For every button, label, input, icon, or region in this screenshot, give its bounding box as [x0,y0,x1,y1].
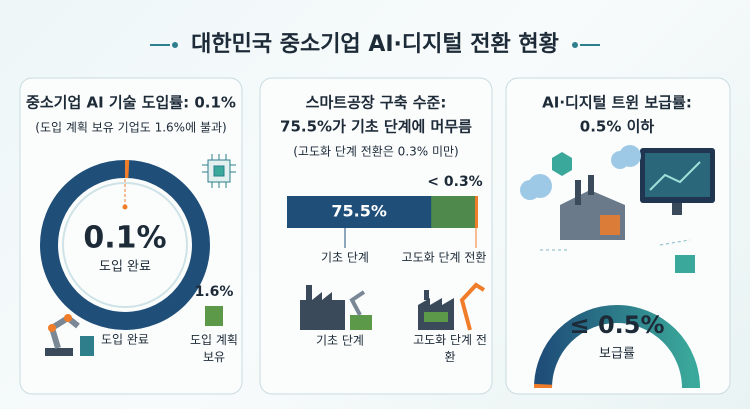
category-label: 고도화 단계 전환 [402,251,487,265]
center-value: 0.1% [83,221,166,256]
digital-twin-illustration [520,145,715,273]
value-label: < 0.3% [427,174,482,190]
gauge-track [534,305,700,389]
panel-title: 75.5%가 기초 단계에 머무름 [280,118,472,136]
value-label: 75.5% [331,202,387,221]
category-label: 기초 단계 [321,251,369,265]
category-label: 기초 단계 [316,334,364,348]
smart-factory-icon [418,282,486,331]
bar [287,196,432,228]
panel-title: 중소기업 AI 기술 도입률: 0.1% [26,94,236,112]
panel-title: 스마트공장 구축 수준: [306,94,447,112]
category-label: 도입 완료 [101,333,149,347]
factory-icon [300,285,372,330]
category-label: 보급률 [599,347,635,362]
decor [172,42,178,48]
value-label: 1.6% [195,284,234,300]
category-label: 도입 계획 보유 [190,333,238,364]
value-label: ≤ 0.5% [569,311,664,339]
panel-subtitle: (도입 계획 보유 기업도 1.6%에 불과) [35,121,226,135]
chip-icon [202,154,236,188]
bar [205,306,223,326]
center-label: 도입 완료 [99,260,151,275]
page-title: 대한민국 중소기업 AI·디지털 전환 현황 [191,32,559,57]
donut-inner [62,182,188,308]
panel [19,77,243,395]
category-label: 고도화 단계 전환 [413,333,487,364]
panel-subtitle: (고도화 단계 전환은 0.3% 미만) [293,145,459,159]
panel-title: 0.5% 이하 [580,118,655,136]
pointer-dot [122,204,128,210]
bar [475,196,478,228]
panel-title: AI·디지털 트윈 보급률: [542,94,692,112]
robot-icon [45,314,94,356]
decor [572,42,578,48]
